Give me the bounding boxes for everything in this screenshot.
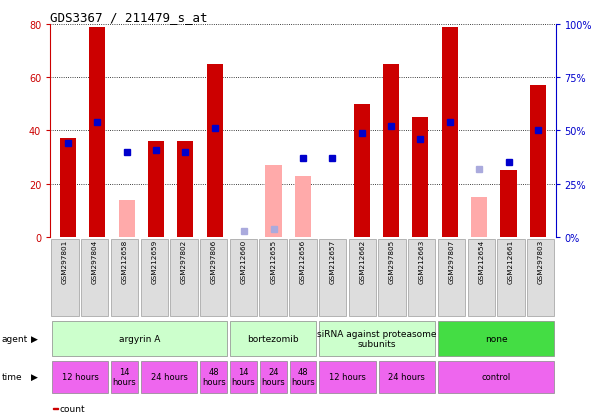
Bar [265,166,281,237]
Text: GSM212655: GSM212655 [270,240,276,284]
Text: GSM297802: GSM297802 [181,240,187,284]
FancyBboxPatch shape [290,361,316,393]
Text: GSM212654: GSM212654 [478,240,484,284]
Text: agent: agent [2,334,28,343]
Text: 12 hours: 12 hours [61,373,98,381]
Bar [53,408,59,409]
Bar [383,65,399,237]
Bar [148,142,164,237]
Bar [413,118,428,237]
Text: GSM212660: GSM212660 [241,240,246,284]
Text: bortezomib: bortezomib [248,334,299,343]
FancyBboxPatch shape [319,361,376,393]
Text: GSM212659: GSM212659 [151,240,157,284]
FancyBboxPatch shape [230,322,316,356]
Text: argyrin A: argyrin A [119,334,160,343]
Text: 14
hours: 14 hours [232,367,255,387]
Bar [89,27,105,237]
FancyBboxPatch shape [379,361,435,393]
Text: siRNA against proteasome
subunits: siRNA against proteasome subunits [317,329,437,348]
Bar [119,200,135,237]
Bar [353,104,370,237]
Text: GDS3367 / 211479_s_at: GDS3367 / 211479_s_at [50,11,207,24]
Text: 24 hours: 24 hours [151,373,187,381]
Bar [501,171,517,237]
Text: GSM212663: GSM212663 [419,240,425,284]
FancyBboxPatch shape [111,361,138,393]
Text: GSM212656: GSM212656 [300,240,306,284]
Text: ▶: ▶ [31,373,38,381]
Text: count: count [59,404,85,413]
FancyBboxPatch shape [52,361,108,393]
Text: GSM212662: GSM212662 [359,240,365,284]
FancyBboxPatch shape [52,322,227,356]
Text: 24
hours: 24 hours [261,367,285,387]
FancyBboxPatch shape [200,361,227,393]
Text: GSM212661: GSM212661 [508,240,514,284]
Text: 48
hours: 48 hours [291,367,315,387]
Text: 24 hours: 24 hours [388,373,426,381]
FancyBboxPatch shape [230,361,257,393]
Bar [295,176,311,237]
Bar [207,65,223,237]
Text: GSM212658: GSM212658 [122,240,128,284]
Bar [471,197,487,237]
Text: ▶: ▶ [31,334,38,343]
Text: GSM212657: GSM212657 [330,240,336,284]
Text: 14
hours: 14 hours [113,367,137,387]
Text: GSM297803: GSM297803 [538,240,544,284]
Text: time: time [2,373,22,381]
Text: GSM297801: GSM297801 [62,240,68,284]
Text: 12 hours: 12 hours [329,373,366,381]
Bar [530,86,546,237]
FancyBboxPatch shape [319,322,435,356]
Text: GSM297806: GSM297806 [211,240,217,284]
Text: GSM297805: GSM297805 [389,240,395,284]
Text: 48
hours: 48 hours [202,367,226,387]
Bar [441,27,458,237]
FancyBboxPatch shape [438,322,554,356]
Bar [177,142,193,237]
Text: none: none [485,334,508,343]
Text: control: control [482,373,511,381]
FancyBboxPatch shape [141,361,197,393]
FancyBboxPatch shape [260,361,287,393]
Text: GSM297807: GSM297807 [449,240,454,284]
FancyBboxPatch shape [438,361,554,393]
Text: GSM297804: GSM297804 [92,240,98,284]
Bar [60,139,76,237]
